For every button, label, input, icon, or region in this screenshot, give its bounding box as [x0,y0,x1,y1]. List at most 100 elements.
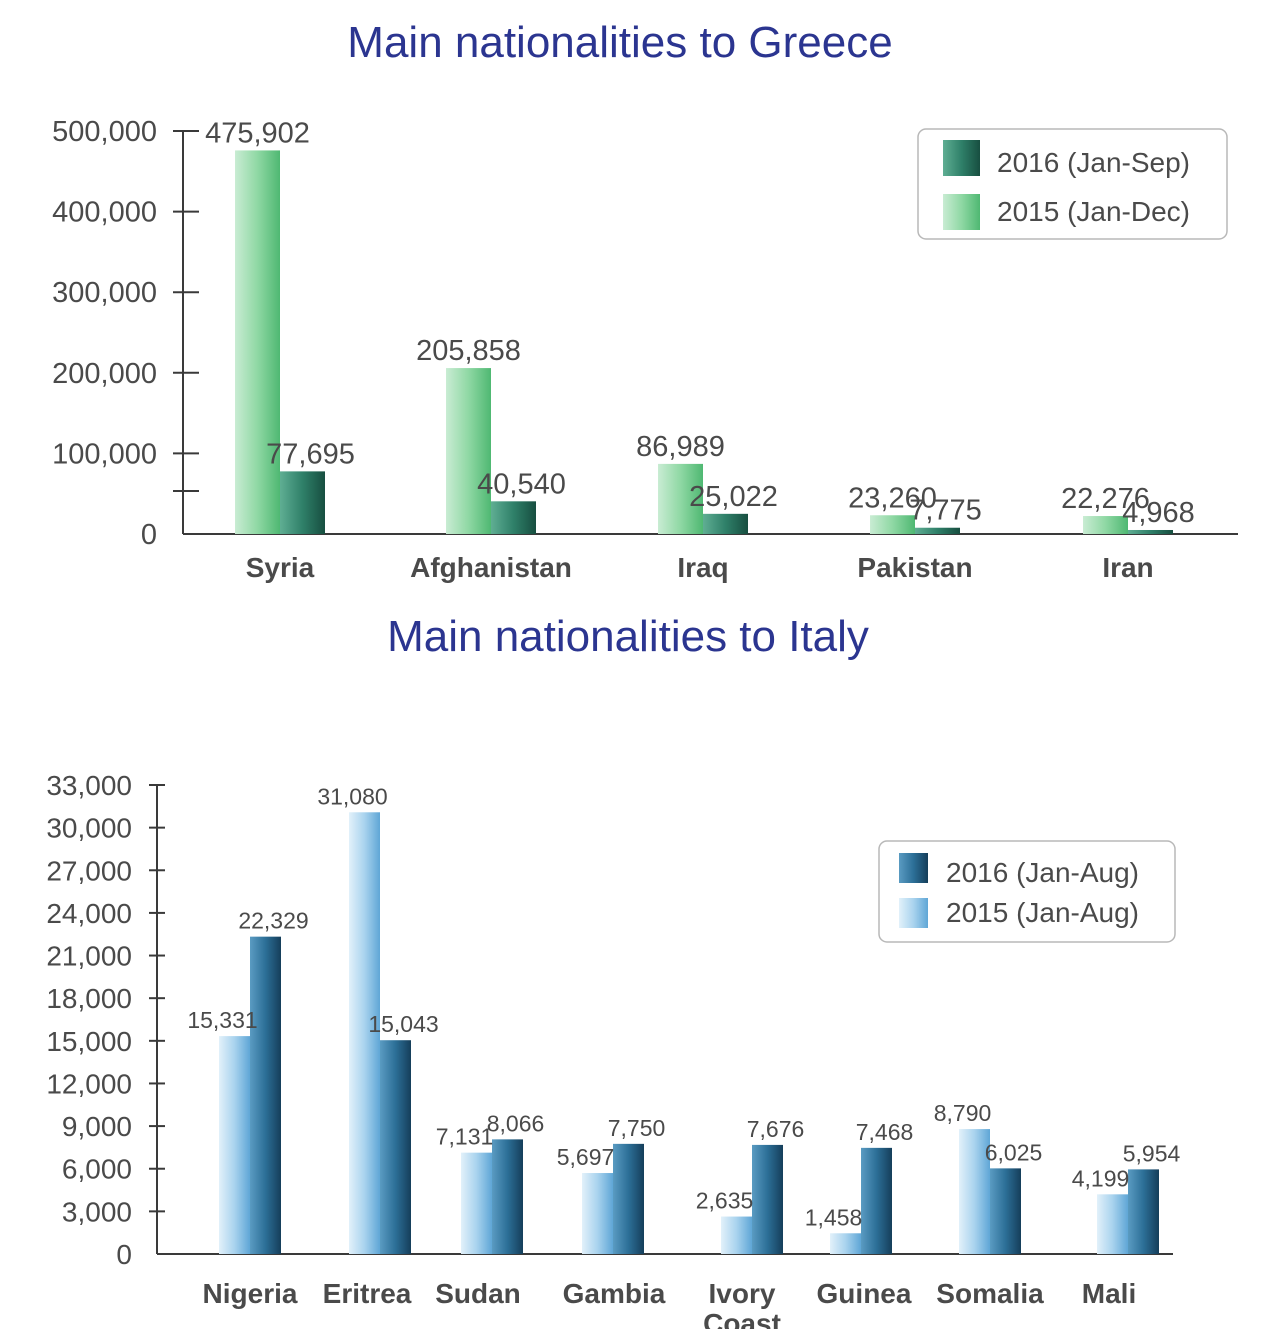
italy-bar-gambia-2016 [613,1143,644,1254]
italy-legend-box [878,840,1176,943]
italy-y-tick-label: 15,000 [46,1026,132,1057]
greece-category-labels: Syria Afghanistan Iraq Pakistan Iran [246,552,1154,583]
greece-bar-afghanistan-2016 [491,501,536,534]
greece-value-label: 23,260 [848,482,937,514]
greece-bar-iraq-2015 [658,463,703,534]
greece-y-tick-label: 300,000 [52,277,157,309]
greece-value-label: 86,989 [636,431,725,463]
italy-legend-label-2015: 2015 (Jan-Aug) [946,897,1139,928]
greece-legend: 2016 (Jan-Sep) 2015 (Jan-Dec) [917,128,1228,240]
greece-bars [235,150,1173,535]
italy-value-label: 5,697 [557,1144,615,1170]
greece-bar-pakistan-2015 [870,515,915,534]
greece-category-label: Afghanistan [410,552,572,583]
greece-value-label: 77,695 [266,438,355,470]
greece-category-label: Pakistan [857,552,972,583]
italy-bar-nigeria-2016 [250,936,281,1254]
italy-category-label: Mali [1082,1278,1136,1309]
italy-category-label: Nigeria [203,1278,298,1309]
italy-value-label: 8,066 [487,1110,545,1136]
greece-bar-iran-2015 [1083,516,1128,534]
chart-title-greece: Main nationalities to Greece [347,18,892,67]
italy-category-label: Somalia [936,1278,1044,1309]
greece-bar-iran-2016 [1128,529,1173,534]
italy-bar-ivory-coast-2015 [721,1216,752,1254]
italy-bar-ivory-coast-2016 [752,1144,783,1254]
italy-y-tick-label: 27,000 [46,855,132,886]
italy-bar-eritrea-2016 [380,1040,411,1254]
italy-value-label: 7,468 [856,1119,914,1145]
italy-y-tick-label: 6,000 [62,1154,132,1185]
italy-y-tick-label: 33,000 [46,770,132,801]
italy-legend-label-2016: 2016 (Jan-Aug) [946,857,1139,888]
greece-category-label: Iran [1102,552,1153,583]
italy-bar-mali-2016 [1128,1169,1159,1254]
italy-y-tick-label: 21,000 [46,941,132,972]
chart-italy: Main nationalities to Italy 0 3,000 6,000 9… [46,612,1180,1329]
italy-value-label: 15,043 [368,1011,438,1037]
italy-category-label: Gambia [563,1278,666,1309]
greece-value-label: 25,022 [689,481,778,513]
greece-value-label: 22,276 [1061,483,1150,515]
italy-y-tick-label: 12,000 [46,1068,132,1099]
italy-y-tick-label: 24,000 [46,898,132,929]
italy-axes: 0 3,000 6,000 9,000 12,000 15,000 18,000 21,000… [46,770,1173,1270]
italy-y-tick-label: 18,000 [46,983,132,1014]
greece-y-tick-label: 500,000 [52,116,157,148]
italy-value-label: 4,199 [1072,1165,1130,1191]
italy-value-label: 31,080 [317,783,387,809]
italy-value-label: 1,458 [805,1204,863,1230]
chart-greece: Main nationalities to Greece 0 100,000 200… [52,18,1238,583]
greece-axes: 0 100,000 200,000 300,000 400,000 500,000 [52,116,1238,551]
italy-legend: 2016 (Jan-Aug) 2015 (Jan-Aug) [878,840,1176,943]
greece-value-label: 7,775 [909,495,982,527]
italy-y-tick-label: 0 [116,1239,132,1270]
greece-bar-iraq-2016 [703,513,748,534]
italy-value-label: 7,750 [608,1115,666,1141]
italy-bar-guinea-2016 [861,1147,892,1254]
greece-legend-box [917,128,1228,240]
italy-value-label: 7,131 [436,1124,494,1150]
italy-legend-swatch-2015 [899,898,928,928]
italy-y-tick-label: 30,000 [46,813,132,844]
greece-legend-label-2015: 2015 (Jan-Dec) [997,196,1190,227]
italy-y-tick-label: 9,000 [62,1111,132,1142]
italy-y-tick-label: 3,000 [62,1196,132,1227]
italy-bar-somalia-2016 [990,1168,1021,1254]
italy-bar-nigeria-2015 [219,1036,250,1254]
italy-category-label: Eritrea [323,1278,412,1309]
greece-bar-syria-2015 [235,150,280,535]
greece-y-tick-label: 100,000 [52,438,157,470]
italy-bars [219,812,1159,1254]
italy-category-label: Sudan [435,1278,521,1309]
greece-bar-afghanistan-2015 [446,368,491,534]
italy-bar-sudan-2015 [461,1152,492,1254]
greece-legend-swatch-2016 [943,140,980,176]
chart-title-italy: Main nationalities to Italy [387,612,869,661]
italy-value-label: 6,025 [985,1139,1043,1165]
italy-bar-guinea-2015 [830,1233,861,1254]
italy-category-labels: Nigeria Eritrea Sudan Gambia Ivory Coast Guine… [203,1278,1137,1329]
italy-value-label: 2,635 [696,1188,754,1214]
greece-value-label: 4,968 [1122,497,1195,529]
italy-category-label: Guinea [817,1278,912,1309]
italy-bar-somalia-2015 [959,1129,990,1254]
greece-y-tick-label: 0 [141,519,157,551]
greece-y-tick-label: 200,000 [52,358,157,390]
greece-category-label: Syria [246,552,315,583]
italy-value-label: 8,790 [934,1100,992,1126]
greece-legend-label-2016: 2016 (Jan-Sep) [997,147,1190,178]
greece-value-label: 205,858 [416,335,521,367]
italy-bar-sudan-2016 [492,1139,523,1254]
italy-bar-mali-2015 [1097,1194,1128,1254]
italy-legend-swatch-2016 [899,853,928,883]
greece-y-tick-label: 400,000 [52,197,157,229]
italy-value-label: 7,676 [747,1116,805,1142]
greece-value-labels: 475,902 77,695 205,858 40,540 86,989 25,022 23… [205,117,1195,529]
greece-bar-syria-2016 [280,471,325,534]
italy-value-label: 22,329 [238,908,308,934]
italy-bar-gambia-2015 [582,1173,613,1254]
greece-value-label: 475,902 [205,117,310,149]
